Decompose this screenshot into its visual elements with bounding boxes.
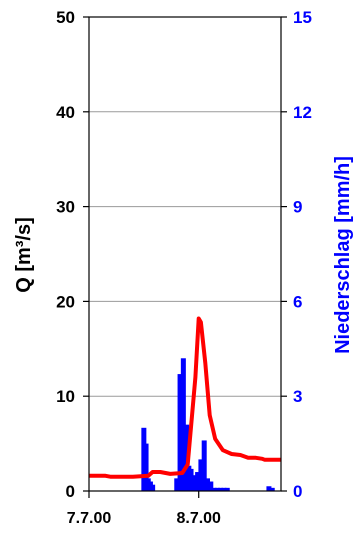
- precipitation-bar: [221, 487, 227, 491]
- left-tick-label: 40: [56, 103, 75, 122]
- precipitation-bar: [174, 478, 180, 491]
- precipitation-bar: [204, 478, 210, 491]
- left-axis-ticks: 0 10 20 30 40 50: [56, 8, 89, 501]
- precipitation-bar: [269, 487, 275, 491]
- left-tick-label: 0: [66, 482, 75, 501]
- right-axis-label: Niederschlag [mm/h]: [332, 156, 354, 354]
- precipitation-bar: [188, 468, 194, 491]
- precipitation-bar: [208, 481, 214, 491]
- precipitation-bar: [218, 487, 224, 491]
- left-tick-label: 20: [56, 292, 75, 311]
- right-tick-label: 6: [293, 292, 302, 311]
- precipitation-bar: [180, 358, 186, 491]
- discharge-line: [89, 316, 281, 479]
- right-tick-label: 0: [293, 482, 302, 501]
- right-axis-ticks: 0 3 6 9 12 15: [281, 8, 312, 501]
- right-tick-label: 15: [293, 8, 312, 27]
- left-tick-label: 50: [56, 8, 75, 27]
- x-axis-ticks: 7.7.00 8.7.00: [67, 491, 221, 527]
- x-tick-label: 7.7.00: [67, 510, 112, 527]
- precipitation-bar: [150, 484, 156, 491]
- gridlines: [89, 111, 281, 397]
- right-tick-label: 9: [293, 198, 302, 217]
- precipitation-bar: [195, 472, 201, 491]
- precipitation-bar: [201, 440, 207, 491]
- left-axis-label: Q [m³/s]: [13, 217, 35, 293]
- left-tick-label: 30: [56, 198, 75, 217]
- precipitation-bar: [211, 487, 217, 491]
- right-tick-label: 12: [293, 103, 312, 122]
- precipitation-bar: [198, 459, 204, 491]
- precipitation-bar: [177, 374, 183, 491]
- plot-frame: [88, 16, 282, 492]
- left-tick-label: 10: [56, 387, 75, 406]
- right-tick-label: 3: [293, 387, 302, 406]
- precipitation-bar: [143, 443, 149, 491]
- x-tick-label: 8.7.00: [176, 510, 221, 527]
- precipitation-bar: [224, 487, 230, 491]
- precipitation-bar: [214, 487, 220, 491]
- precipitation-bar: [266, 486, 272, 491]
